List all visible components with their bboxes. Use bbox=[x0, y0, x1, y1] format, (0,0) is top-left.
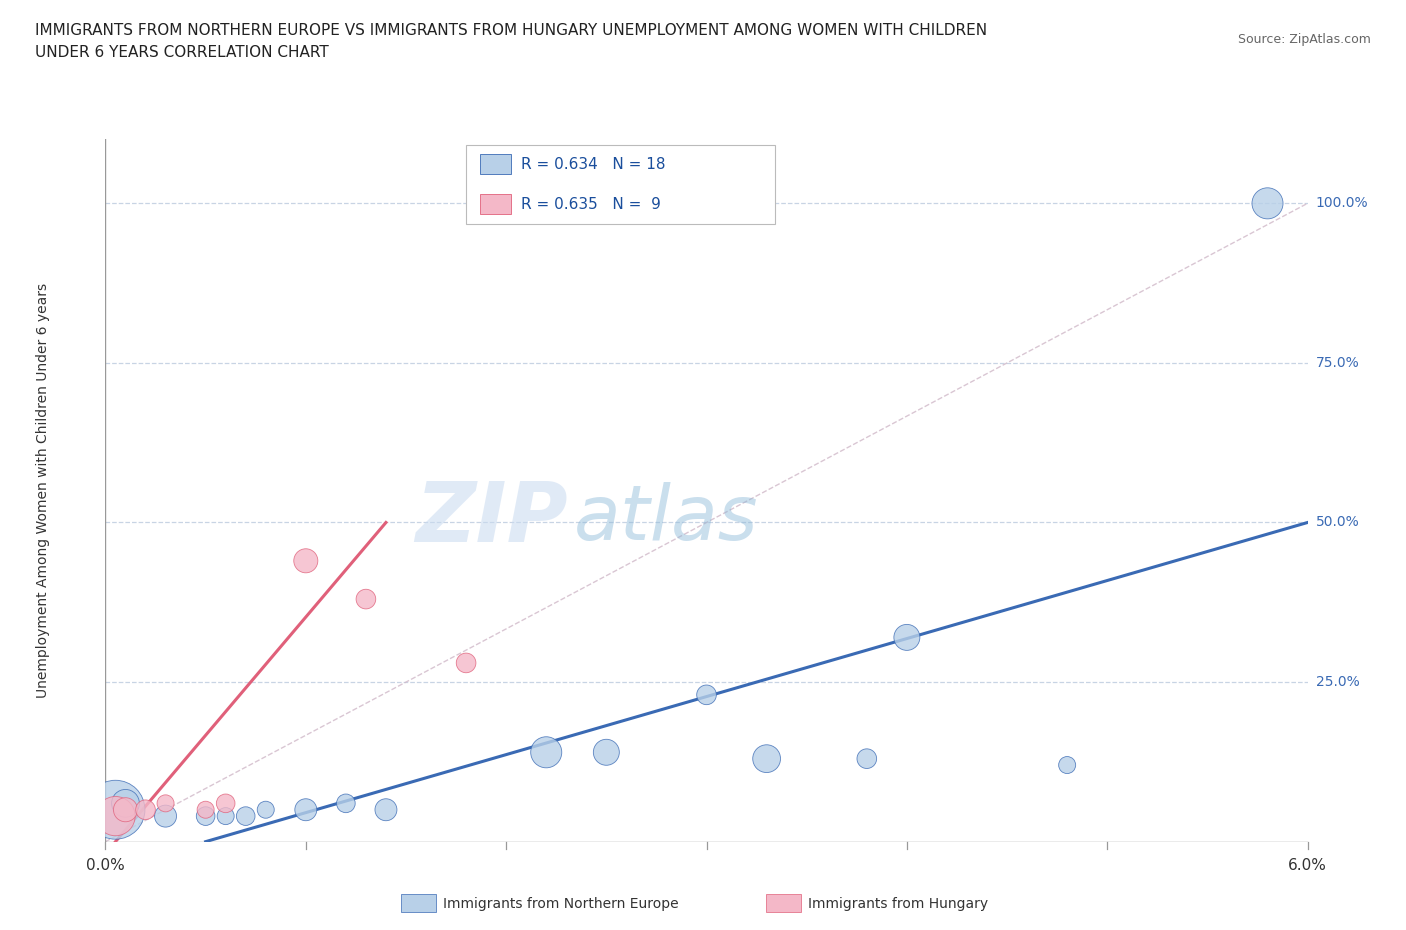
Point bbox=[235, 809, 257, 824]
Text: R = 0.634   N = 18: R = 0.634 N = 18 bbox=[522, 157, 665, 172]
Point bbox=[896, 630, 918, 644]
Point bbox=[214, 809, 236, 824]
Point bbox=[155, 796, 177, 811]
Text: 6.0%: 6.0% bbox=[1288, 857, 1327, 872]
Point bbox=[1056, 758, 1078, 773]
Point bbox=[194, 803, 217, 817]
Point bbox=[335, 796, 357, 811]
Text: 25.0%: 25.0% bbox=[1316, 675, 1360, 689]
Point bbox=[194, 809, 217, 824]
Point bbox=[696, 687, 718, 702]
Text: Source: ZipAtlas.com: Source: ZipAtlas.com bbox=[1237, 33, 1371, 46]
Text: 75.0%: 75.0% bbox=[1316, 356, 1360, 370]
Point bbox=[114, 796, 136, 811]
Text: 50.0%: 50.0% bbox=[1316, 515, 1360, 529]
Text: Immigrants from Hungary: Immigrants from Hungary bbox=[808, 897, 988, 911]
Text: R = 0.635   N =  9: R = 0.635 N = 9 bbox=[522, 197, 661, 212]
Point bbox=[104, 809, 127, 824]
Point bbox=[855, 751, 877, 766]
Text: 100.0%: 100.0% bbox=[1316, 196, 1368, 210]
Point bbox=[114, 803, 136, 817]
Point bbox=[454, 656, 477, 671]
Text: Immigrants from Northern Europe: Immigrants from Northern Europe bbox=[443, 897, 679, 911]
Point bbox=[254, 803, 277, 817]
Point bbox=[295, 553, 318, 568]
Text: ZIP: ZIP bbox=[416, 478, 568, 559]
Point bbox=[1257, 196, 1279, 211]
Text: UNDER 6 YEARS CORRELATION CHART: UNDER 6 YEARS CORRELATION CHART bbox=[35, 45, 329, 60]
Text: atlas: atlas bbox=[574, 482, 759, 555]
Point bbox=[155, 809, 177, 824]
Point bbox=[595, 745, 617, 760]
Point bbox=[214, 796, 236, 811]
Point bbox=[534, 745, 557, 760]
Text: Unemployment Among Women with Children Under 6 years: Unemployment Among Women with Children U… bbox=[37, 283, 51, 698]
Point bbox=[135, 803, 157, 817]
Text: 0.0%: 0.0% bbox=[86, 857, 125, 872]
Point bbox=[104, 803, 127, 817]
Point bbox=[755, 751, 778, 766]
Text: IMMIGRANTS FROM NORTHERN EUROPE VS IMMIGRANTS FROM HUNGARY UNEMPLOYMENT AMONG WO: IMMIGRANTS FROM NORTHERN EUROPE VS IMMIG… bbox=[35, 23, 987, 38]
Point bbox=[374, 803, 398, 817]
Point bbox=[295, 803, 318, 817]
Point bbox=[354, 591, 377, 606]
